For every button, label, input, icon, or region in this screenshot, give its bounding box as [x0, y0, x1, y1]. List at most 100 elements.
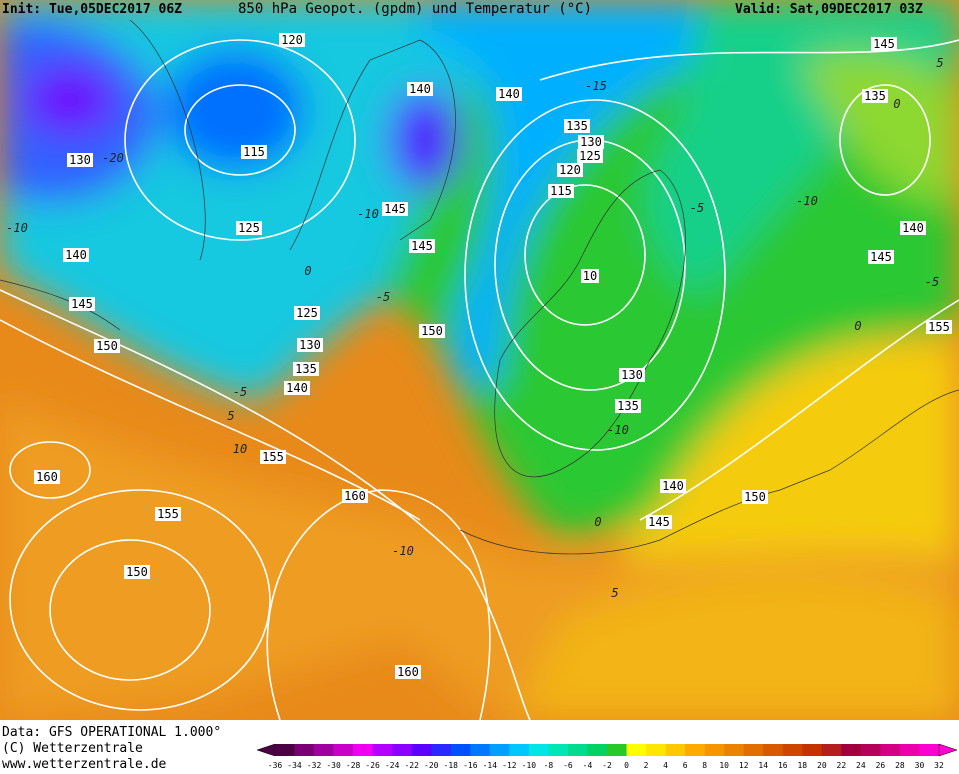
geopotential-label: 125 — [579, 149, 601, 163]
colorbar-segment — [880, 744, 901, 756]
geopotential-label: 160 — [36, 470, 58, 484]
website: www.wetterzentrale.de — [2, 757, 167, 770]
label-box — [409, 239, 435, 253]
colorbar-segment — [450, 744, 471, 756]
colorbar-tick-label: -2 — [602, 761, 612, 770]
colorbar-tick-label: -18 — [444, 761, 459, 770]
colorbar-arrow-left — [256, 743, 276, 757]
label-box — [297, 338, 323, 352]
label-box — [63, 248, 89, 262]
colorbar-segment — [489, 744, 510, 756]
label-box — [660, 479, 686, 493]
geopotential-label: 160 — [397, 665, 419, 679]
colorbar-tick-label: -8 — [544, 761, 554, 770]
colorbar-tick-label: 0 — [624, 761, 629, 770]
colorbar-segment — [665, 744, 686, 756]
colorbar-arrow-right — [938, 743, 958, 757]
colorbar: -36 -34 -32 -30 -28 -26 -24 -22 -20 -18 -16 -14 -12-… — [256, 743, 958, 770]
colorbar-tick-label: -32 — [307, 761, 322, 770]
geopotential-label: 125 — [296, 306, 318, 320]
temperature-label: -20 — [102, 151, 124, 165]
geopotential-label: 160 — [344, 489, 366, 503]
label-box — [236, 221, 262, 235]
label-box — [67, 153, 93, 167]
colorbar-tick-label: 8 — [702, 761, 707, 770]
label-box — [615, 399, 641, 413]
label-box — [260, 450, 286, 464]
geopotential-label: 135 — [617, 399, 639, 413]
temperature-label: -10 — [6, 221, 28, 235]
temperature-label: 5 — [227, 409, 234, 423]
label-box — [241, 145, 267, 159]
colorbar-tick-label: -4 — [583, 761, 593, 770]
map-title: 850 hPa Geopot. (gpdm) und Temperatur (°… — [238, 1, 592, 17]
geopotential-label: 125 — [238, 221, 260, 235]
geopotential-label: 140 — [902, 221, 924, 235]
colorbar-segment — [704, 744, 725, 756]
label-box — [34, 470, 60, 484]
colorbar-tick-label: -28 — [346, 761, 361, 770]
colorbar-segment — [782, 744, 803, 756]
temperature-label: -5 — [690, 201, 704, 215]
colorbar-segment — [646, 744, 666, 756]
colorbar-tick-label: -10 — [522, 761, 537, 770]
label-box — [926, 320, 952, 334]
temperature-label: -15 — [585, 79, 607, 93]
colorbar-tick-label: -12 — [502, 761, 517, 770]
temperature-label: 0 — [304, 264, 311, 278]
label-box — [871, 37, 897, 51]
temperature-label: 10 — [233, 442, 247, 456]
geopotential-label: 130 — [580, 135, 602, 149]
geopotential-label: 10 — [583, 269, 597, 283]
colorbar-segment — [899, 744, 920, 756]
colorbar-tick-label: -14 — [483, 761, 498, 770]
label-box — [548, 184, 574, 198]
colorbar-tick-label: 14 — [758, 761, 768, 770]
colorbar-tick-label: 20 — [817, 761, 827, 770]
label-box — [868, 250, 894, 264]
geopotential-label: 140 — [662, 479, 684, 493]
copyright: (C) Wetterzentrale — [2, 741, 143, 756]
geopotential-label: 130 — [69, 153, 91, 167]
geopotential-label: 115 — [550, 184, 572, 198]
data-source: Data: GFS OPERATIONAL 1.000° — [2, 725, 221, 740]
colorbar-segment — [724, 744, 745, 756]
temperature-label: -10 — [796, 194, 818, 208]
temperature-label: -10 — [392, 544, 414, 558]
colorbar-segment — [294, 744, 315, 756]
temperature-label: -10 — [607, 423, 629, 437]
label-box — [124, 565, 150, 579]
geopotential-label: 155 — [928, 320, 950, 334]
temperature-label: -5 — [233, 385, 247, 399]
temperature-label: 0 — [594, 515, 601, 529]
geopotential-label: 150 — [96, 339, 118, 353]
colorbar-tick-label: 22 — [837, 761, 847, 770]
label-box — [294, 306, 320, 320]
colorbar-segment — [763, 744, 784, 756]
label-box — [900, 221, 926, 235]
colorbar-segment — [333, 744, 354, 756]
geopotential-label: 145 — [870, 250, 892, 264]
geopotential-label: 140 — [498, 87, 520, 101]
colorbar-segment — [509, 744, 530, 756]
label-box — [577, 149, 603, 163]
label-box — [496, 87, 522, 101]
colorbar-tick-label: 16 — [778, 761, 788, 770]
geopotential-label: 135 — [566, 119, 588, 133]
temperature-label: 0 — [893, 97, 900, 111]
label-box — [342, 489, 368, 503]
label-box — [293, 362, 319, 376]
colorbar-segment — [802, 744, 823, 756]
geopotential-label: 150 — [744, 490, 766, 504]
label-box — [382, 202, 408, 216]
colorbar-tick-label: -24 — [385, 761, 400, 770]
colorbar-tick-label: 26 — [876, 761, 886, 770]
colorbar-segment — [372, 744, 393, 756]
geopotential-label: 145 — [71, 297, 93, 311]
geopotential-label: 140 — [65, 248, 87, 262]
label-box — [419, 324, 445, 338]
colorbar-tick-label: 32 — [934, 761, 944, 770]
colorbar-segment — [353, 744, 373, 756]
